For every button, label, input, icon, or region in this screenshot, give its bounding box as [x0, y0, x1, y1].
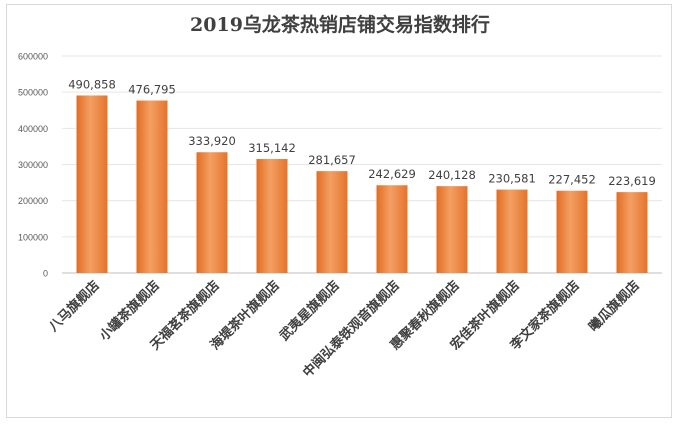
y-tick-label: 400000 — [18, 124, 48, 134]
y-tick-label: 0 — [43, 269, 48, 279]
data-label: 242,629 — [368, 167, 416, 181]
data-label: 223,619 — [608, 174, 656, 188]
y-tick-label: 200000 — [18, 196, 48, 206]
x-tick-label: 八马旗舰店 — [45, 278, 103, 336]
y-tick-label: 600000 — [18, 52, 48, 62]
bar — [136, 100, 168, 273]
data-label: 227,452 — [548, 173, 596, 187]
bar — [76, 95, 108, 273]
y-tick-label: 100000 — [18, 232, 48, 242]
bar — [496, 189, 528, 273]
x-tick-label: 中闽弘泰铁观音旗舰店 — [300, 278, 403, 381]
data-label: 476,795 — [128, 83, 176, 97]
bar — [436, 186, 468, 273]
bar — [556, 190, 588, 273]
y-tick-label: 500000 — [18, 88, 48, 98]
x-tick-label: 武夷星旗舰店 — [276, 278, 342, 344]
bar — [256, 159, 288, 273]
data-label: 230,581 — [488, 172, 536, 186]
bar — [196, 152, 228, 273]
data-label: 333,920 — [188, 134, 236, 148]
x-tick-label: 曦瓜旗舰店 — [586, 278, 643, 335]
bar — [316, 171, 348, 273]
data-label: 315,142 — [248, 141, 296, 155]
data-label: 490,858 — [68, 77, 116, 91]
bar — [616, 192, 648, 273]
data-label: 281,657 — [308, 153, 356, 167]
x-tick-label: 小罐茶旗舰店 — [96, 278, 162, 344]
data-label: 240,128 — [428, 168, 476, 182]
chart-title: 2019乌龙茶热销店铺交易指数排行 — [190, 14, 490, 36]
bar — [376, 185, 408, 273]
y-tick-label: 300000 — [18, 160, 48, 170]
